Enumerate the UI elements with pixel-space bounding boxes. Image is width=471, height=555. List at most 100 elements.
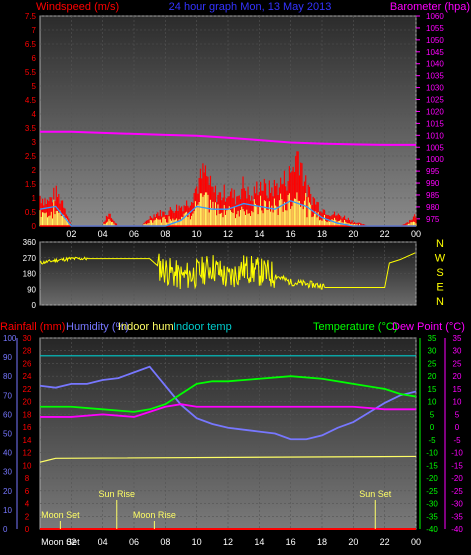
- windspeed-tick-label: 2: [32, 166, 37, 175]
- dewpoint-tick-label: 5: [455, 410, 460, 419]
- legend-temperature: Temperature (°C): [313, 321, 397, 333]
- temperature-tick-label: 15: [428, 385, 437, 394]
- barometer-tick-label: 1040: [426, 60, 444, 69]
- direction-letter: W: [435, 253, 446, 265]
- chart-title: 24 hour graph Mon, 13 May 2013: [169, 1, 332, 13]
- dewpoint-tick-label: 30: [453, 347, 462, 356]
- dewpoint-tick-label: 20: [453, 372, 462, 381]
- barometer-tick-label: 990: [426, 179, 440, 188]
- temperature-tick-label: 25: [428, 359, 437, 368]
- temp-time-moonset-label: Moon Set: [41, 537, 80, 547]
- dewpoint-tick-label: 25: [453, 359, 462, 368]
- direction-tick-label: 180: [23, 270, 37, 279]
- legend-rainfall: Rainfall (mm): [0, 321, 65, 333]
- legend-indoor-temp: Indoor temp: [173, 321, 232, 333]
- wind-time-label: 22: [380, 229, 390, 239]
- wind-time-label: 18: [317, 229, 327, 239]
- direction-tick-label: 90: [27, 285, 36, 294]
- humidity-tick-label: 30: [3, 468, 12, 477]
- barometer-tick-label: 1060: [426, 12, 444, 21]
- direction-tick-label: 0: [32, 301, 37, 310]
- windspeed-tick-label: 6: [32, 54, 37, 63]
- windspeed-tick-label: 3: [32, 138, 37, 147]
- rain-tick-label: 16: [23, 423, 32, 432]
- humidity-tick-label: 100: [3, 334, 17, 343]
- astro-label: Sun Set: [359, 489, 392, 499]
- indoor-hum-line: [39, 455, 417, 463]
- barometer-tick-label: 985: [426, 191, 440, 200]
- humidity-tick-label: 40: [3, 449, 12, 458]
- dewpoint-tick-label: 35: [453, 334, 462, 343]
- temp-time-label: 08: [160, 537, 170, 547]
- rain-tick-label: 6: [25, 487, 30, 496]
- windspeed-axis-title: Windspeed (m/s): [36, 1, 119, 13]
- dewpoint-tick-label: -15: [451, 461, 463, 470]
- wind-time-label: 08: [160, 229, 170, 239]
- dew-point-line: [40, 403, 416, 418]
- humidity-tick-label: 80: [3, 372, 12, 381]
- dewpoint-tick-label: -40: [451, 525, 463, 534]
- legend-humidity: Humidity (%): [66, 321, 129, 333]
- barometer-tick-label: 1030: [426, 84, 444, 93]
- windspeed-tick-label: 0.5: [25, 208, 37, 217]
- dewpoint-tick-label: -30: [451, 500, 463, 509]
- temperature-tick-label: -5: [428, 436, 436, 445]
- dewpoint-tick-label: -5: [453, 436, 461, 445]
- temp-time-label: 20: [348, 537, 358, 547]
- temperature-tick-label: -10: [426, 449, 438, 458]
- wind-time-label: 14: [254, 229, 264, 239]
- direction-tick-label: 360: [23, 238, 37, 247]
- temp-time-label: 14: [254, 537, 264, 547]
- dewpoint-tick-label: 15: [453, 385, 462, 394]
- rain-tick-label: 20: [23, 398, 32, 407]
- direction-letter: E: [436, 282, 443, 294]
- temperature-tick-label: 30: [428, 347, 437, 356]
- rain-tick-label: 22: [23, 385, 32, 394]
- temp-time-label: 12: [223, 537, 233, 547]
- direction-letter: N: [436, 296, 444, 308]
- windspeed-tick-label: 5.5: [25, 68, 37, 77]
- wind-time-label: 20: [348, 229, 358, 239]
- rain-tick-label: 26: [23, 359, 32, 368]
- barometer-tick-label: 980: [426, 203, 440, 212]
- windspeed-tick-label: 4: [32, 110, 37, 119]
- windspeed-tick-label: 3.5: [25, 124, 37, 133]
- astro-label: Moon Rise: [133, 510, 176, 520]
- temperature-tick-label: 0: [430, 423, 435, 432]
- windspeed-tick-label: 1: [32, 194, 37, 203]
- wind-direction-line: [39, 252, 416, 290]
- panel-temp-bg: [39, 337, 417, 530]
- wind-time-label: 12: [223, 229, 233, 239]
- rain-tick-label: 28: [23, 347, 32, 356]
- temperature-tick-label: -40: [426, 525, 438, 534]
- dewpoint-tick-label: 10: [453, 398, 462, 407]
- barometer-tick-label: 1045: [426, 48, 444, 57]
- temp-time-label: 16: [286, 537, 296, 547]
- temp-time-label: 00: [411, 537, 421, 547]
- temperature-tick-label: 35: [428, 334, 437, 343]
- direction-letter: N: [436, 238, 444, 250]
- wind-time-label: 04: [98, 229, 108, 239]
- barometer-tick-label: 975: [426, 215, 440, 224]
- humidity-tick-label: 0: [3, 525, 8, 534]
- barometer-tick-label: 1050: [426, 36, 444, 45]
- dewpoint-tick-label: -10: [451, 449, 463, 458]
- rain-tick-label: 24: [23, 372, 32, 381]
- rain-tick-label: 10: [23, 461, 32, 470]
- temp-time-label: 22: [380, 537, 390, 547]
- dewpoint-tick-label: -25: [451, 487, 463, 496]
- barometer-tick-label: 1020: [426, 107, 444, 116]
- windspeed-tick-label: 1.5: [25, 180, 37, 189]
- humidity-tick-label: 90: [3, 353, 12, 362]
- barometer-tick-label: 1005: [426, 143, 444, 152]
- windspeed-tick-label: 0: [32, 222, 37, 231]
- barometer-line: [40, 130, 416, 146]
- wind-time-label: 06: [129, 229, 139, 239]
- temperature-tick-label: -35: [426, 512, 438, 521]
- wind-time-label: 02: [66, 229, 76, 239]
- windspeed-tick-label: 6.5: [25, 40, 37, 49]
- barometer-tick-label: 1000: [426, 155, 444, 164]
- humidity-tick-label: 50: [3, 430, 12, 439]
- rain-tick-label: 4: [25, 500, 30, 509]
